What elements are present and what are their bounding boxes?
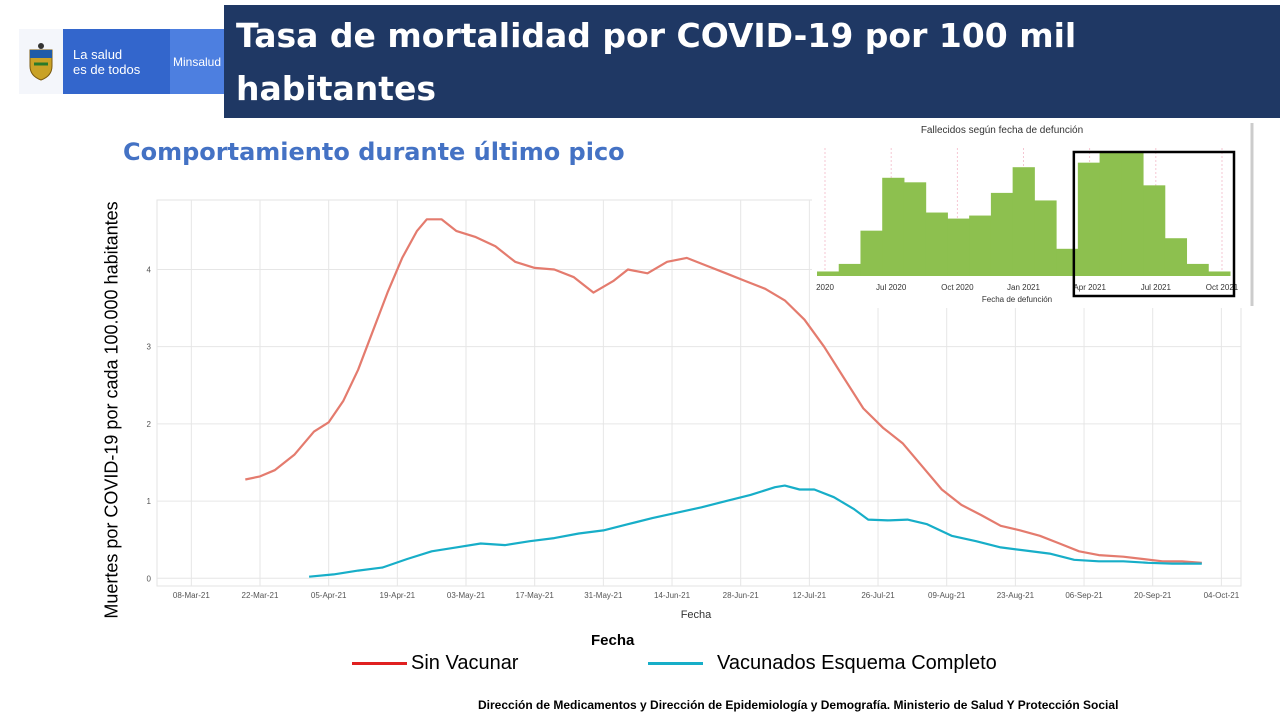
minsalud-logo: La salud es de todos Minsalud (19, 29, 224, 94)
inset-bar (1077, 162, 1101, 276)
slide-title: Tasa de mortalidad por COVID-19 por 100 … (224, 5, 1280, 161)
x-tick-label: 26-Jul-21 (861, 591, 895, 600)
inset-x-tick-label: Jul 2021 (1141, 283, 1172, 292)
inset-bar (1208, 271, 1231, 276)
title-line1: Tasa de mortalidad por COVID-19 por 100 … (236, 16, 1077, 108)
legend-label-vacunados: Vacunados Esquema Completo (717, 651, 997, 674)
logo-brand: Minsalud (170, 29, 224, 94)
outer-x-axis-label: Fecha (591, 632, 635, 649)
x-tick-label: 14-Jun-21 (654, 591, 691, 600)
x-tick-label: 20-Sep-21 (1134, 591, 1172, 600)
y-tick-label: 0 (147, 574, 152, 583)
series-line-sin-vacunar (245, 218, 1202, 564)
x-axis-ticks: 08-Mar-21 22-Mar-21 05-Apr-21 19-Apr-21 03-M… (173, 591, 1240, 600)
inset-bars (817, 152, 1231, 276)
inset-title: Fallecidos según fecha de defunción (921, 125, 1083, 136)
inset-x-tick-label: Oct 2020 (941, 283, 974, 292)
inset-bar (1121, 152, 1144, 276)
inset-deaths-histogram: Fallecidos según fecha de defunción 2020… (812, 118, 1257, 308)
x-tick-label: 08-Mar-21 (173, 591, 210, 600)
legend-swatch-red (352, 661, 407, 665)
inset-x-tick-label: Jul 2020 (876, 283, 907, 292)
inset-bar (1034, 200, 1057, 276)
x-tick-label: 05-Apr-21 (311, 591, 347, 600)
inset-bar (903, 182, 927, 276)
y-tick-label: 1 (147, 497, 152, 506)
y-axis-ticks: 0 1 2 3 4 (147, 265, 152, 583)
series-line-vacunados (308, 484, 1202, 578)
x-axis-title: Fecha (681, 609, 712, 621)
series-lines (245, 218, 1202, 578)
inset-x-tick-label: Oct 2021 (1206, 283, 1239, 292)
inset-bar (969, 215, 992, 276)
x-tick-label: 17-May-21 (516, 591, 555, 600)
y-tick-label: 3 (147, 343, 152, 352)
x-tick-label: 22-Mar-21 (242, 591, 279, 600)
inset-bar (882, 177, 905, 276)
y-tick-label: 4 (147, 265, 152, 274)
y-tick-label: 2 (147, 420, 152, 429)
inset-bar (925, 212, 948, 276)
inset-bar (860, 230, 883, 276)
coat-of-arms-icon (19, 29, 63, 94)
inset-bar (1164, 238, 1188, 276)
inset-x-tick-label: Apr 2021 (1073, 283, 1106, 292)
legend-label-sin-vacunar: Sin Vacunar (411, 651, 519, 674)
logo-slogan: La salud es de todos (63, 29, 170, 94)
inset-bar (1012, 167, 1035, 276)
legend-item-sin-vacunar: Sin Vacunar (352, 651, 518, 675)
x-tick-label: 09-Aug-21 (928, 591, 966, 600)
x-tick-label: 03-May-21 (447, 591, 486, 600)
logo-line1: La salud (73, 46, 123, 62)
inset-x-tick-label: Jan 2021 (1007, 283, 1040, 292)
inset-bar (817, 271, 840, 276)
x-tick-label: 04-Oct-21 (1204, 591, 1240, 600)
x-tick-label: 06-Sep-21 (1065, 591, 1103, 600)
x-tick-label: 28-Jun-21 (723, 591, 760, 600)
inset-bar (838, 263, 861, 276)
x-tick-label: 12-Jul-21 (793, 591, 827, 600)
inset-bar (990, 192, 1014, 276)
inset-bar (947, 218, 970, 276)
legend-item-vacunados: Vacunados Esquema Completo (648, 651, 997, 675)
logo-line2: es de todos (73, 61, 141, 77)
outer-y-axis-label: Muertes por COVID-19 por cada 100.000 ha… (101, 201, 122, 619)
legend-swatch-cyan (648, 661, 703, 665)
inset-x-ticks: 2020 Jul 2020 Oct 2020 Jan 2021 Apr 2021 Jul … (816, 283, 1239, 292)
inset-bar (1186, 263, 1209, 276)
source-note: Dirección de Medicamentos y Dirección de… (478, 698, 1119, 712)
inset-x-tick-label: 2020 (816, 283, 834, 292)
inset-x-axis-title: Fecha de defunción (982, 295, 1052, 304)
subtitle: Comportamiento durante último pico (123, 138, 625, 166)
inset-bar (1143, 185, 1166, 276)
x-tick-label: 19-Apr-21 (380, 591, 416, 600)
x-tick-label: 23-Aug-21 (997, 591, 1035, 600)
inset-highlight-box (1072, 150, 1236, 298)
inset-bar (1099, 152, 1122, 276)
x-tick-label: 31-May-21 (584, 591, 623, 600)
